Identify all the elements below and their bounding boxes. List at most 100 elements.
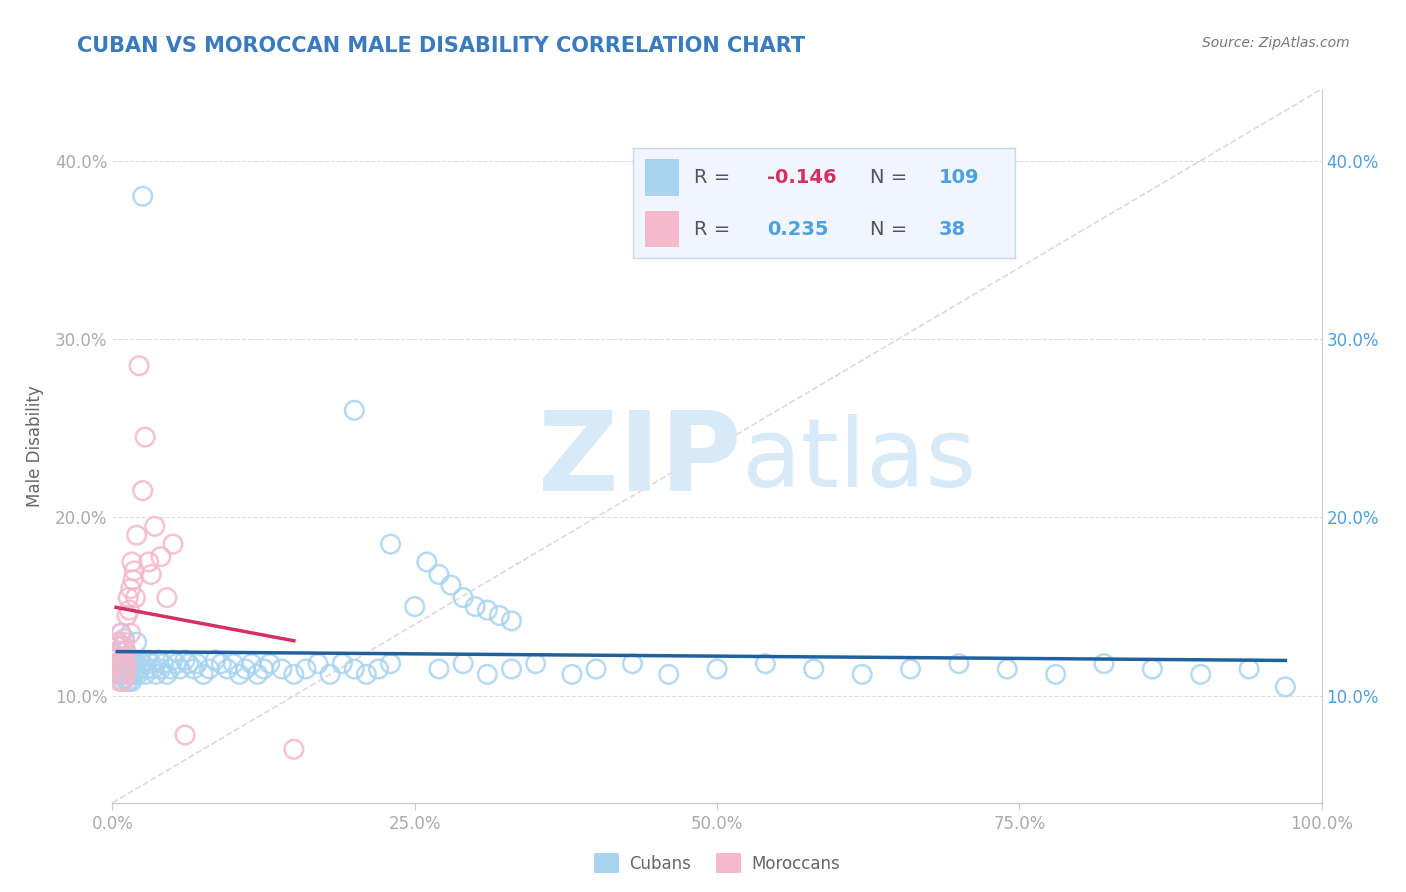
Point bbox=[142, 662, 165, 676]
Point bbox=[427, 567, 450, 582]
Point bbox=[367, 662, 389, 676]
Point bbox=[114, 635, 136, 649]
Point bbox=[114, 662, 136, 676]
Point bbox=[105, 657, 128, 671]
Point bbox=[114, 671, 136, 685]
Point bbox=[120, 626, 142, 640]
Point bbox=[125, 657, 148, 671]
Point bbox=[228, 667, 250, 681]
Point bbox=[111, 653, 134, 667]
Point bbox=[141, 567, 163, 582]
Point bbox=[330, 657, 353, 671]
FancyBboxPatch shape bbox=[645, 160, 679, 195]
Point bbox=[156, 591, 179, 605]
Point bbox=[477, 667, 499, 681]
Point bbox=[174, 653, 197, 667]
Point bbox=[152, 657, 174, 671]
Point bbox=[621, 657, 644, 671]
Point bbox=[156, 667, 179, 681]
Point bbox=[125, 528, 148, 542]
Legend: Cubans, Moroccans: Cubans, Moroccans bbox=[588, 847, 846, 880]
Point bbox=[162, 537, 184, 551]
Point bbox=[107, 667, 129, 681]
Point bbox=[120, 667, 142, 681]
Point bbox=[108, 674, 131, 689]
Point bbox=[501, 662, 523, 676]
Point bbox=[283, 742, 305, 756]
Point bbox=[110, 626, 132, 640]
Text: ZIP: ZIP bbox=[538, 407, 741, 514]
Point bbox=[169, 662, 191, 676]
Point bbox=[177, 657, 200, 671]
Point bbox=[115, 608, 138, 623]
Point bbox=[127, 667, 149, 681]
Point bbox=[204, 653, 226, 667]
Point bbox=[186, 657, 208, 671]
Point bbox=[198, 662, 221, 676]
Point bbox=[159, 662, 181, 676]
Point bbox=[115, 657, 138, 671]
Point bbox=[658, 667, 681, 681]
Point bbox=[404, 599, 426, 614]
Point bbox=[112, 639, 135, 653]
Point bbox=[134, 430, 156, 444]
Point bbox=[222, 657, 245, 671]
Point bbox=[1092, 657, 1115, 671]
Text: N =: N = bbox=[870, 168, 907, 186]
Point bbox=[149, 662, 172, 676]
Point bbox=[585, 662, 607, 676]
Point bbox=[115, 653, 138, 667]
Point bbox=[343, 662, 366, 676]
Point bbox=[115, 657, 138, 671]
Point bbox=[114, 667, 136, 681]
Point bbox=[1237, 662, 1260, 676]
Point bbox=[451, 591, 474, 605]
Point bbox=[120, 657, 142, 671]
Point bbox=[125, 635, 148, 649]
Point bbox=[851, 667, 873, 681]
Point bbox=[440, 578, 463, 592]
Point bbox=[135, 662, 157, 676]
Point bbox=[380, 657, 402, 671]
Point bbox=[803, 662, 825, 676]
Point bbox=[1142, 662, 1164, 676]
Text: atlas: atlas bbox=[741, 414, 976, 507]
Point bbox=[138, 653, 160, 667]
Point bbox=[111, 639, 134, 653]
Point bbox=[270, 662, 292, 676]
Point bbox=[191, 667, 214, 681]
Point bbox=[114, 657, 136, 671]
Point bbox=[122, 667, 145, 681]
Point bbox=[129, 662, 152, 676]
Text: R =: R = bbox=[695, 168, 731, 186]
Point bbox=[128, 653, 150, 667]
Point bbox=[295, 662, 318, 676]
Point bbox=[138, 555, 160, 569]
Point bbox=[451, 657, 474, 671]
Text: 0.235: 0.235 bbox=[766, 219, 828, 238]
Point bbox=[112, 674, 135, 689]
Point bbox=[240, 657, 263, 671]
Point bbox=[110, 626, 132, 640]
Point bbox=[111, 674, 134, 689]
Text: Source: ZipAtlas.com: Source: ZipAtlas.com bbox=[1202, 36, 1350, 50]
Point bbox=[110, 667, 132, 681]
Point bbox=[209, 657, 232, 671]
Point bbox=[122, 653, 145, 667]
Point bbox=[1274, 680, 1296, 694]
Point bbox=[118, 603, 141, 617]
Point bbox=[110, 662, 132, 676]
Point bbox=[121, 555, 143, 569]
Point bbox=[128, 359, 150, 373]
Point bbox=[122, 564, 145, 578]
Point bbox=[488, 608, 510, 623]
Point bbox=[108, 644, 131, 658]
Text: -0.146: -0.146 bbox=[766, 168, 837, 186]
Point bbox=[132, 657, 155, 671]
Point bbox=[1045, 667, 1067, 681]
Point bbox=[183, 662, 205, 676]
Point bbox=[112, 662, 135, 676]
Point bbox=[112, 649, 135, 664]
Point bbox=[107, 644, 129, 658]
Point bbox=[145, 667, 167, 681]
